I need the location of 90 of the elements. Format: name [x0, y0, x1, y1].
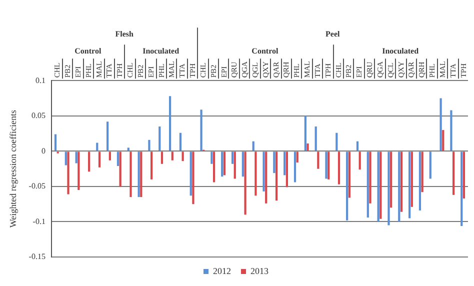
bar — [108, 152, 111, 160]
bar — [106, 122, 109, 151]
bar — [390, 152, 392, 208]
bar — [96, 142, 98, 151]
text: Flesh — [115, 30, 134, 39]
bar — [265, 152, 268, 204]
bar — [171, 152, 174, 160]
bar — [231, 152, 234, 164]
bar — [140, 152, 142, 198]
bar — [150, 152, 153, 180]
bar — [325, 152, 328, 179]
bar — [314, 126, 317, 151]
bar — [304, 116, 306, 151]
y-axis-title: Weighted regression coefficients — [8, 110, 18, 228]
bar — [179, 132, 182, 151]
text: Control — [74, 46, 102, 56]
bar — [182, 152, 184, 162]
y-tick-label: 0 — [41, 146, 46, 156]
bar — [296, 152, 298, 162]
bar — [234, 152, 236, 179]
bar — [148, 140, 150, 151]
legend-label: 2012 — [213, 266, 231, 276]
bar — [75, 152, 78, 164]
bar — [262, 152, 265, 192]
bar — [369, 152, 372, 204]
bar — [275, 152, 278, 201]
bar — [54, 134, 57, 151]
y-tick-label: 0.1 — [35, 76, 46, 85]
y-tick-label: -0.15 — [28, 252, 46, 262]
bar — [358, 152, 361, 170]
text: Inoculated — [382, 46, 420, 56]
bar — [400, 152, 403, 212]
bar — [98, 152, 101, 168]
bar — [64, 152, 67, 166]
bar — [158, 126, 161, 151]
bar — [168, 96, 172, 151]
bar — [366, 152, 369, 218]
bar — [306, 143, 309, 151]
legend-label: 2013 — [250, 266, 269, 276]
bar — [440, 98, 442, 151]
bar — [348, 152, 350, 198]
bar — [442, 130, 444, 151]
bar — [119, 152, 122, 186]
y-tick-label: -0.1 — [32, 216, 46, 226]
bar — [130, 152, 132, 198]
bar — [462, 152, 466, 198]
bar — [67, 152, 70, 194]
bar — [380, 152, 382, 219]
bar — [421, 152, 424, 192]
bar — [138, 152, 140, 198]
bar — [284, 152, 286, 176]
bar — [127, 148, 130, 151]
bar — [78, 152, 80, 190]
bar — [336, 132, 338, 151]
bar — [192, 152, 194, 204]
y-tick-label: 0.05 — [31, 111, 46, 120]
bar — [410, 152, 413, 207]
bar — [242, 152, 244, 177]
text: Inoculated — [142, 46, 180, 56]
bar — [254, 152, 257, 196]
bar — [338, 152, 340, 184]
bar — [450, 110, 452, 151]
bar — [377, 152, 380, 222]
bar — [418, 152, 422, 210]
bar — [286, 152, 288, 188]
bar — [200, 110, 202, 151]
bar — [223, 152, 226, 176]
bar — [210, 152, 213, 164]
bar — [452, 152, 455, 195]
bar — [244, 152, 246, 215]
bar — [116, 152, 120, 166]
bar — [317, 152, 320, 169]
bar — [398, 152, 400, 222]
bar — [346, 152, 348, 220]
bar — [252, 141, 254, 151]
bar — [388, 152, 390, 226]
bar — [328, 152, 330, 180]
bar — [88, 152, 90, 172]
text: Control — [252, 46, 279, 56]
bar — [212, 152, 216, 182]
bar — [356, 141, 359, 151]
bar — [190, 152, 192, 196]
bar — [294, 152, 296, 182]
bar — [160, 152, 164, 164]
text: Peel — [326, 30, 341, 39]
y-tick-label: -0.05 — [28, 182, 46, 191]
bar — [408, 152, 411, 218]
bar — [273, 152, 276, 174]
bar — [460, 152, 463, 226]
bar — [429, 152, 432, 179]
